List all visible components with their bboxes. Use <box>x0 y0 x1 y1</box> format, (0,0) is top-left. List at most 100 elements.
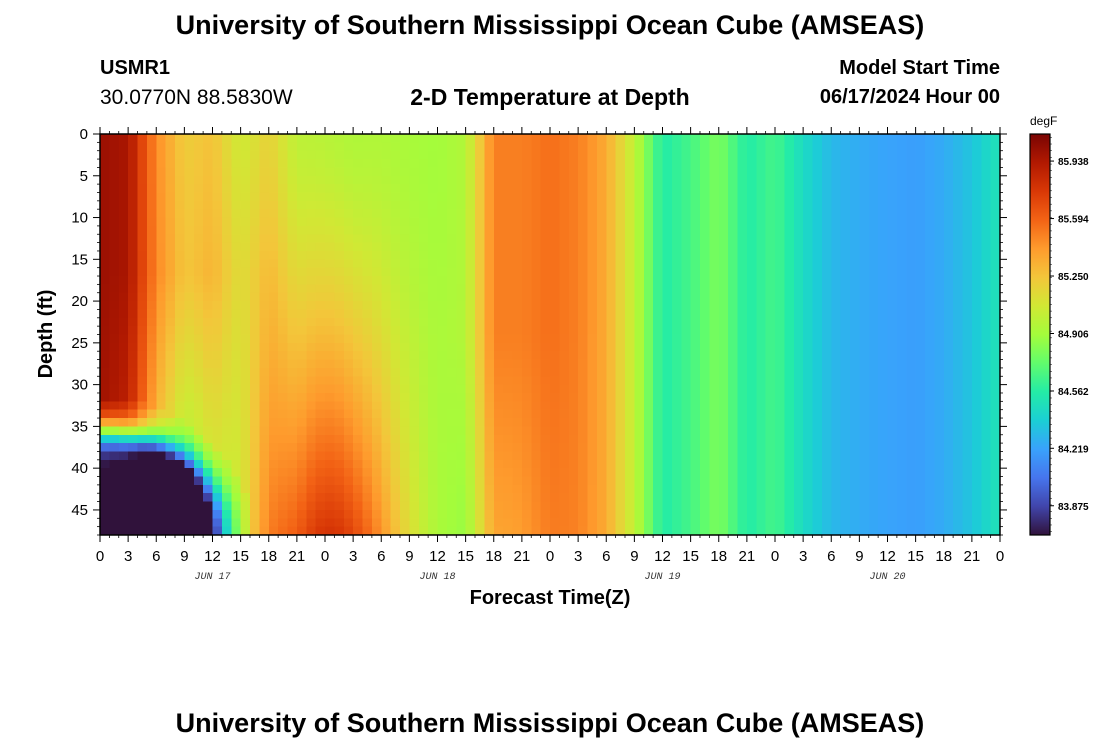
heatmap-cell <box>503 526 514 536</box>
heatmap-cell <box>118 451 129 461</box>
x-axis: 0 3 6 9 12 15 18 21 0 3 6 9 12 15 18 21 0 3 6 9 12 15 18 21 0 3 6 9… <box>96 127 1004 583</box>
heatmap-cell <box>737 359 748 369</box>
heatmap-cell <box>175 209 185 219</box>
heatmap-cell <box>737 493 748 503</box>
heatmap-cell <box>784 317 795 327</box>
heatmap-cell <box>625 526 635 536</box>
heatmap-cell <box>550 326 560 336</box>
heatmap-cell <box>418 384 429 394</box>
heatmap-cell <box>100 426 110 436</box>
heatmap-cell <box>803 317 814 327</box>
heatmap-cell <box>756 342 767 352</box>
heatmap-cell <box>793 167 804 177</box>
heatmap-cell <box>915 392 926 402</box>
heatmap-cell <box>962 217 973 227</box>
heatmap-cell <box>971 359 982 369</box>
heatmap-cell <box>915 192 926 202</box>
heatmap-cell <box>109 376 120 386</box>
heatmap-cell <box>315 284 326 294</box>
heatmap-cell <box>728 451 739 461</box>
heatmap-cell <box>146 284 157 294</box>
heatmap-cell <box>643 250 654 260</box>
heatmap-cell <box>625 267 635 277</box>
heatmap-cell <box>634 142 645 152</box>
heatmap-cell <box>596 426 607 436</box>
heatmap-cell <box>137 326 148 336</box>
heatmap-cell <box>296 392 307 402</box>
heatmap-cell <box>240 384 251 394</box>
heatmap-cell <box>128 301 139 311</box>
heatmap-cell <box>268 376 279 386</box>
heatmap-cell <box>231 443 242 453</box>
heatmap-cell <box>700 468 710 478</box>
heatmap-cell <box>100 409 110 419</box>
heatmap-cell <box>578 342 589 352</box>
heatmap-cell <box>737 184 748 194</box>
day-label: JUN 18 <box>419 572 455 583</box>
heatmap-cell <box>821 484 832 494</box>
heatmap-cell <box>700 175 710 185</box>
heatmap-cell <box>653 301 664 311</box>
heatmap-cell <box>868 443 879 453</box>
heatmap-cell <box>540 409 551 419</box>
heatmap-cell <box>353 267 364 277</box>
heatmap-cell <box>671 192 682 202</box>
heatmap-cell <box>615 225 626 235</box>
heatmap-cell <box>428 259 439 269</box>
heatmap-cell <box>831 134 842 143</box>
heatmap-cell <box>446 434 457 444</box>
heatmap-cell <box>662 184 673 194</box>
heatmap-cell <box>390 242 401 252</box>
heatmap-cell <box>465 493 476 503</box>
heatmap-cell <box>400 501 410 511</box>
heatmap-cell <box>925 259 935 269</box>
heatmap-cell <box>859 200 870 210</box>
heatmap-cell <box>765 234 776 244</box>
heatmap-cell <box>100 250 110 260</box>
heatmap-cell <box>137 409 148 419</box>
heatmap-cell <box>146 376 157 386</box>
heatmap-cell <box>615 200 626 210</box>
heatmap-cell <box>906 276 917 285</box>
heatmap-cell <box>934 451 945 461</box>
heatmap-cell <box>353 418 364 427</box>
heatmap-cell <box>990 484 1001 494</box>
heatmap-cell <box>718 392 729 402</box>
heatmap-cell <box>896 259 907 269</box>
heatmap-cell <box>381 476 392 486</box>
heatmap-cell <box>503 159 514 169</box>
heatmap-cell <box>737 518 748 528</box>
heatmap-cell <box>634 434 645 444</box>
heatmap-cell <box>306 192 317 202</box>
heatmap-cell <box>653 434 664 444</box>
heatmap-cell <box>850 150 860 160</box>
heatmap-cell <box>962 134 973 143</box>
heatmap-cell <box>990 342 1001 352</box>
heatmap-cell <box>643 418 654 427</box>
heatmap-cell <box>484 192 495 202</box>
heatmap-cell <box>175 217 185 227</box>
heatmap-cell <box>371 200 382 210</box>
heatmap-cell <box>784 175 795 185</box>
heatmap-cell <box>803 501 814 511</box>
heatmap-cell <box>409 468 420 478</box>
heatmap-cell <box>165 526 176 536</box>
heatmap-cell <box>156 175 167 185</box>
heatmap-cell <box>568 159 579 169</box>
heatmap-cell <box>409 392 420 402</box>
heatmap-cell <box>765 309 776 319</box>
heatmap-cell <box>193 134 204 143</box>
heatmap-cell <box>428 376 439 386</box>
heatmap-cell <box>793 401 804 411</box>
heatmap-cell <box>156 384 167 394</box>
heatmap-cell <box>728 317 739 327</box>
heatmap-cell <box>325 392 335 402</box>
heatmap-cell <box>653 376 664 386</box>
heatmap-cell <box>240 392 251 402</box>
heatmap-cell <box>484 367 495 377</box>
heatmap-cell <box>390 418 401 427</box>
heatmap-cell <box>934 242 945 252</box>
heatmap-cell <box>625 292 635 302</box>
heatmap-cell <box>643 392 654 402</box>
heatmap-cell <box>156 367 167 377</box>
